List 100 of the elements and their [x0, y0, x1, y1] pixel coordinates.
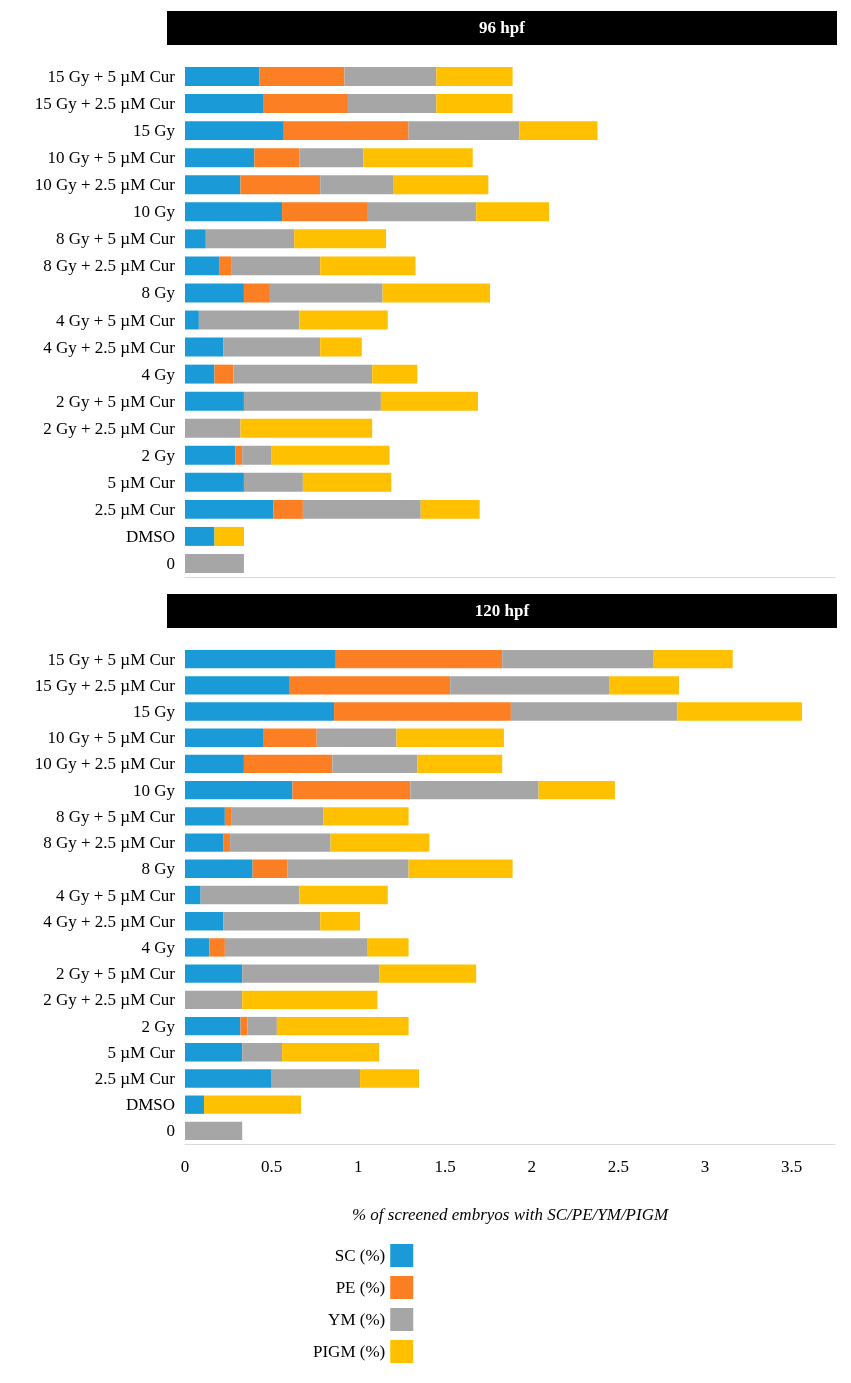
y-tick-label: 5 µM Cur — [107, 472, 176, 492]
y-tick-label: 8 Gy + 5 µM Cur — [55, 229, 176, 249]
bar — [185, 912, 224, 931]
bar — [240, 175, 321, 195]
bar — [242, 964, 380, 983]
bar — [294, 229, 387, 249]
bar — [223, 912, 321, 931]
bar — [344, 67, 437, 86]
bar — [360, 1069, 419, 1088]
y-tick-label: 10 Gy — [132, 202, 176, 222]
y-tick-label: 4 Gy — [141, 937, 176, 957]
bar — [214, 364, 234, 384]
x-tick-label: 3 — [700, 1157, 710, 1176]
y-tick-label: 15 Gy + 2.5 µM Cur — [34, 94, 176, 114]
chart-title: 96 hpf — [167, 11, 837, 45]
bar — [519, 121, 598, 141]
bar — [235, 445, 243, 465]
y-tick-label: 15 Gy + 5 µM Cur — [47, 67, 176, 87]
bar — [185, 728, 263, 747]
bar — [223, 833, 231, 852]
bar — [185, 526, 215, 546]
bar — [185, 202, 283, 222]
bar — [185, 499, 274, 519]
bar — [367, 938, 409, 957]
bar — [185, 676, 289, 695]
bar — [243, 283, 270, 303]
y-tick-label: 2 Gy — [141, 445, 176, 465]
bar — [185, 859, 253, 878]
x-axis-title: % of screened embryos with SC/PE/YM/PIGM — [351, 1205, 669, 1224]
bar — [282, 202, 367, 222]
bar — [283, 121, 409, 141]
y-tick-label: 5 µM Cur — [107, 1042, 176, 1062]
bar — [185, 94, 263, 114]
y-tick-label: 8 Gy + 5 µM Cur — [55, 806, 176, 826]
bar — [653, 649, 733, 669]
bar — [231, 807, 324, 826]
legend-label: PIGM (%) — [312, 1342, 386, 1361]
bar — [263, 728, 317, 747]
bar — [330, 833, 430, 852]
bar — [436, 67, 513, 86]
bar — [204, 1095, 302, 1114]
bar — [410, 780, 539, 800]
y-tick-label: 2.5 µM Cur — [94, 499, 176, 519]
y-tick-label: 4 Gy — [141, 364, 176, 384]
bar — [436, 94, 513, 114]
bar — [185, 885, 201, 905]
bar — [289, 676, 451, 695]
y-tick-label: 2 Gy + 2.5 µM Cur — [43, 418, 176, 438]
y-tick-label: 15 Gy — [132, 121, 176, 141]
bar — [420, 499, 480, 519]
bar — [185, 337, 224, 357]
bar — [450, 676, 610, 695]
bar — [205, 229, 295, 249]
bar — [185, 554, 244, 573]
y-tick-label: 2 Gy + 5 µM Cur — [55, 391, 176, 411]
bar — [273, 499, 303, 519]
bar — [323, 807, 409, 826]
bar — [185, 990, 243, 1010]
bar — [185, 1043, 243, 1062]
bar — [243, 391, 381, 411]
bar — [185, 938, 210, 957]
bar — [230, 833, 331, 852]
bar — [320, 175, 393, 195]
y-tick-label: 10 Gy + 5 µM Cur — [47, 728, 176, 748]
y-tick-label: 4 Gy + 2.5 µM Cur — [43, 911, 176, 931]
x-tick-label: 0 — [180, 1157, 190, 1176]
y-tick-label: 8 Gy — [141, 283, 176, 303]
bar — [299, 885, 388, 905]
bar — [185, 229, 206, 249]
y-tick-label: 4 Gy + 2.5 µM Cur — [43, 337, 176, 357]
bar — [269, 283, 383, 303]
bar — [408, 121, 520, 141]
legend-label: PE (%) — [335, 1278, 386, 1297]
y-tick-label: DMSO — [125, 1095, 175, 1115]
bar — [185, 780, 293, 800]
bar — [185, 964, 243, 983]
x-tick-label: 2 — [527, 1157, 536, 1176]
bar — [214, 526, 244, 546]
bar — [198, 310, 300, 330]
x-tick-label: 2.5 — [607, 1157, 629, 1176]
bar — [380, 391, 478, 411]
bar — [247, 1016, 277, 1036]
bar — [320, 912, 361, 931]
bar — [287, 859, 409, 878]
bar — [231, 256, 321, 276]
bar — [185, 807, 225, 826]
bar — [185, 256, 220, 276]
y-tick-label: 10 Gy + 2.5 µM Cur — [34, 754, 176, 774]
bar — [242, 990, 378, 1010]
bar — [320, 256, 416, 276]
y-tick-label: DMSO — [125, 526, 175, 546]
bar — [185, 649, 336, 669]
bar — [263, 94, 348, 114]
bar — [185, 391, 244, 411]
bar — [363, 148, 473, 168]
bar — [200, 885, 300, 905]
y-tick-label: 15 Gy + 2.5 µM Cur — [34, 675, 176, 695]
x-tick-label: 3.5 — [781, 1157, 803, 1176]
y-tick-label: 10 Gy — [132, 780, 176, 800]
bar — [224, 938, 367, 957]
